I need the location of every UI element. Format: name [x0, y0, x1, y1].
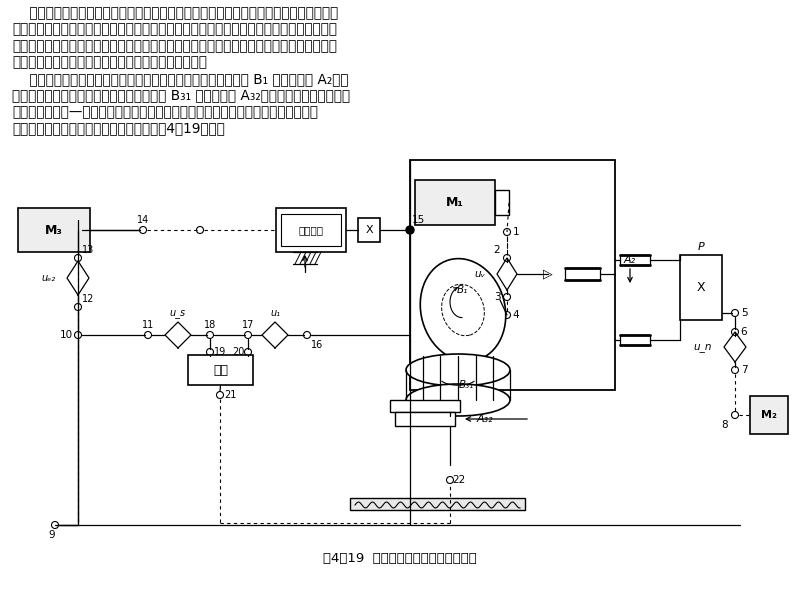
- Text: 8: 8: [722, 420, 728, 430]
- Text: uₑ₂: uₑ₂: [41, 273, 55, 283]
- Text: 17: 17: [242, 320, 254, 330]
- Ellipse shape: [406, 354, 510, 386]
- Text: 13: 13: [82, 245, 94, 255]
- Text: 分度运动。这类磨齿机典型的传动原理如图4－19所示。: 分度运动。这类磨齿机典型的传动原理如图4－19所示。: [12, 121, 225, 136]
- Bar: [188, 355, 253, 385]
- Bar: [415, 180, 495, 225]
- Text: 3: 3: [494, 292, 500, 302]
- Bar: [395, 412, 455, 426]
- Text: 18: 18: [204, 320, 216, 330]
- Bar: [281, 214, 341, 246]
- Text: 9: 9: [49, 530, 55, 540]
- Text: X: X: [365, 225, 373, 235]
- Text: 6: 6: [741, 327, 747, 337]
- Text: 由上述可知，锥形砂轮型磨齿机的成型运动有：砂轮旋转运动 B₁ 和直线移动 A₂，这: 由上述可知，锥形砂轮型磨齿机的成型运动有：砂轮旋转运动 B₁ 和直线移动 A₂，…: [12, 72, 349, 86]
- Text: 22: 22: [452, 475, 466, 485]
- Bar: [410, 160, 615, 390]
- Text: 20: 20: [232, 347, 244, 357]
- Text: X: X: [697, 281, 706, 294]
- Text: 是形成齿线所需的两个简单运动；工件转动 B₃₁ 和直线移动 A₃₂，是形成渐开线齿廓所需: 是形成齿线所需的两个简单运动；工件转动 B₃₁ 和直线移动 A₃₂，是形成渐开线…: [12, 88, 350, 103]
- Text: 11: 11: [142, 320, 154, 330]
- Text: 1: 1: [513, 227, 519, 237]
- Bar: [495, 190, 509, 215]
- Text: 21: 21: [224, 390, 236, 400]
- Text: u_s: u_s: [170, 308, 186, 318]
- Ellipse shape: [420, 259, 506, 361]
- Text: M₁: M₁: [446, 196, 464, 209]
- Text: 分度机构: 分度机构: [298, 225, 323, 235]
- Text: 16: 16: [311, 340, 323, 350]
- Text: B₁: B₁: [456, 285, 468, 295]
- Bar: [680, 255, 722, 320]
- Circle shape: [406, 226, 414, 234]
- Text: A₃₂: A₃₂: [477, 414, 494, 424]
- Text: 2: 2: [494, 245, 500, 255]
- Text: 5: 5: [741, 308, 747, 318]
- Text: u₁: u₁: [270, 308, 280, 318]
- Text: 14: 14: [137, 215, 149, 225]
- Text: 15: 15: [411, 215, 425, 225]
- Text: 4: 4: [513, 310, 519, 320]
- Bar: [18, 208, 90, 252]
- Text: 磨削左侧的齿面；向右滚动时，磨削右侧的齿面。工件往复滚动一次，磨完一个齿槽的两侧: 磨削左侧的齿面；向右滚动时，磨削右侧的齿面。工件往复滚动一次，磨完一个齿槽的两侧: [12, 22, 337, 37]
- Ellipse shape: [442, 284, 484, 335]
- Text: P: P: [698, 242, 704, 252]
- Bar: [390, 400, 460, 412]
- Text: 图4－19  锥形砂轮型磨齿机的传动原理: 图4－19 锥形砂轮型磨齿机的传动原理: [323, 551, 477, 565]
- Text: 12: 12: [82, 294, 94, 304]
- Text: ▷: ▷: [543, 268, 553, 280]
- Text: 的一个复合运动—展成运动。此外，为磨出全部轮齿，加工过程中还需有一个周期的: 的一个复合运动—展成运动。此外，为磨出全部轮齿，加工过程中还需有一个周期的: [12, 105, 318, 119]
- Text: M₂: M₂: [761, 410, 777, 420]
- Text: 合成: 合成: [213, 364, 228, 377]
- Text: 19: 19: [214, 347, 226, 357]
- Bar: [750, 396, 788, 434]
- Text: uᵥ: uᵥ: [474, 269, 486, 279]
- Ellipse shape: [406, 384, 510, 416]
- Bar: [276, 208, 346, 252]
- Bar: [350, 498, 525, 510]
- Text: B₃₁: B₃₁: [458, 380, 474, 390]
- Text: 件上全部轮齿齿面需经过多次分度和磨削后才能完成。: 件上全部轮齿齿面需经过多次分度和磨削后才能完成。: [12, 55, 207, 70]
- Text: 在这类机床上磨削齿轮时，一个齿槽的两侧齿面是分别进行磨削的。工件向左滚动时，: 在这类机床上磨削齿轮时，一个齿槽的两侧齿面是分别进行磨削的。工件向左滚动时，: [12, 6, 338, 20]
- Text: A₂: A₂: [624, 255, 636, 265]
- Text: 齿面后，工件滚离砂轮，并进行分度。然后，再重复上述过程，磨削下一个齿槽。可见，工: 齿面后，工件滚离砂轮，并进行分度。然后，再重复上述过程，磨削下一个齿槽。可见，工: [12, 39, 337, 53]
- Text: 10: 10: [59, 330, 73, 340]
- Text: M₃: M₃: [45, 223, 63, 236]
- Text: 7: 7: [741, 365, 747, 375]
- Bar: [358, 218, 380, 242]
- Text: u_n: u_n: [694, 342, 712, 352]
